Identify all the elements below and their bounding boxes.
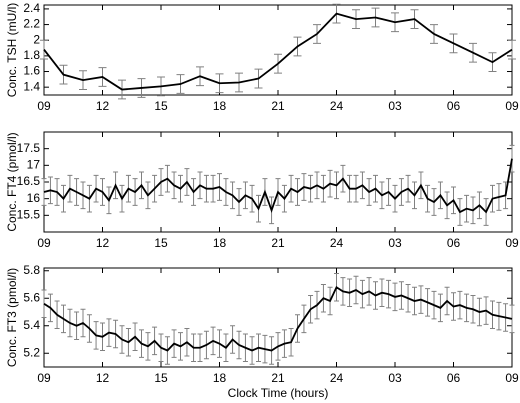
y-tick-label: 17.5	[17, 141, 41, 155]
x-tick-label: 12	[96, 99, 110, 113]
panel: 1.41.6 1.8 22.2 2.4 09 12 15 18 21 24 03 06 09 Conc. …	[5, 1, 519, 113]
y-tick-label: 16	[27, 191, 41, 205]
y-axis-label: Conc. FT4 (pmol/l)	[5, 132, 19, 231]
y-tick-label: 16.5	[17, 174, 41, 188]
y-tick-label: 2.2	[23, 17, 40, 31]
x-tick-label: 09	[505, 236, 519, 250]
y-axis-label: Conc. TSH (mU/l)	[5, 3, 19, 97]
x-tick-label: 06	[447, 236, 461, 250]
y-tick-label: 5.6	[23, 290, 40, 304]
x-tick-label: 18	[213, 236, 227, 250]
x-tick-label: 15	[154, 236, 168, 250]
x-tick-label: 09	[37, 371, 51, 385]
x-tick-label: 03	[388, 236, 402, 250]
x-tick-label: 06	[447, 371, 461, 385]
x-tick-label: 18	[213, 371, 227, 385]
panel: 15.5 16 16.5 17 17.5 09 12 15 18 21 24 03 06 09 Conc. …	[5, 131, 519, 250]
data-line	[43, 12, 513, 91]
y-tick-label: 15.5	[17, 208, 41, 222]
y-tick-label: 1.6	[23, 64, 40, 78]
y-tick-label: 5.8	[23, 263, 40, 277]
x-tick-label: 24	[330, 99, 344, 113]
y-tick-label: 1.8	[23, 48, 40, 62]
x-tick-label: 15	[154, 99, 168, 113]
y-tick-label: 2.4	[23, 1, 40, 15]
x-tick-label: 15	[154, 371, 168, 385]
plot-frame	[43, 4, 513, 96]
y-axis-label: Conc. FT3 (pmol/l)	[5, 268, 19, 367]
y-tick-label: 17	[27, 158, 41, 172]
x-tick-label: 21	[271, 236, 285, 250]
x-tick-label: 12	[96, 236, 110, 250]
x-tick-label: 09	[505, 371, 519, 385]
panel: 5.2 5.4 5.6 5.8 09 12 15 18 21 24 03 06 09 Conc. FT3 …	[5, 263, 519, 400]
x-tick-label: 09	[505, 99, 519, 113]
y-tick-label: 5.2	[23, 345, 40, 359]
y-tick-label: 1.4	[23, 79, 40, 93]
x-tick-label: 21	[271, 371, 285, 385]
data-line	[43, 158, 513, 214]
x-tick-label: 06	[447, 99, 461, 113]
x-tick-label: 09	[37, 236, 51, 250]
y-tick-label: 5.4	[23, 318, 40, 332]
x-tick-label: 03	[388, 371, 402, 385]
y-tick-label: 2	[33, 32, 40, 46]
x-tick-label: 24	[330, 236, 344, 250]
x-tick-label: 12	[96, 371, 110, 385]
x-tick-label: 18	[213, 99, 227, 113]
x-tick-label: 03	[388, 99, 402, 113]
x-axis-label: Clock Time (hours)	[228, 386, 329, 400]
data-line	[43, 285, 513, 352]
x-tick-label: 24	[330, 371, 344, 385]
x-tick-label: 21	[271, 99, 285, 113]
x-tick-label: 09	[37, 99, 51, 113]
